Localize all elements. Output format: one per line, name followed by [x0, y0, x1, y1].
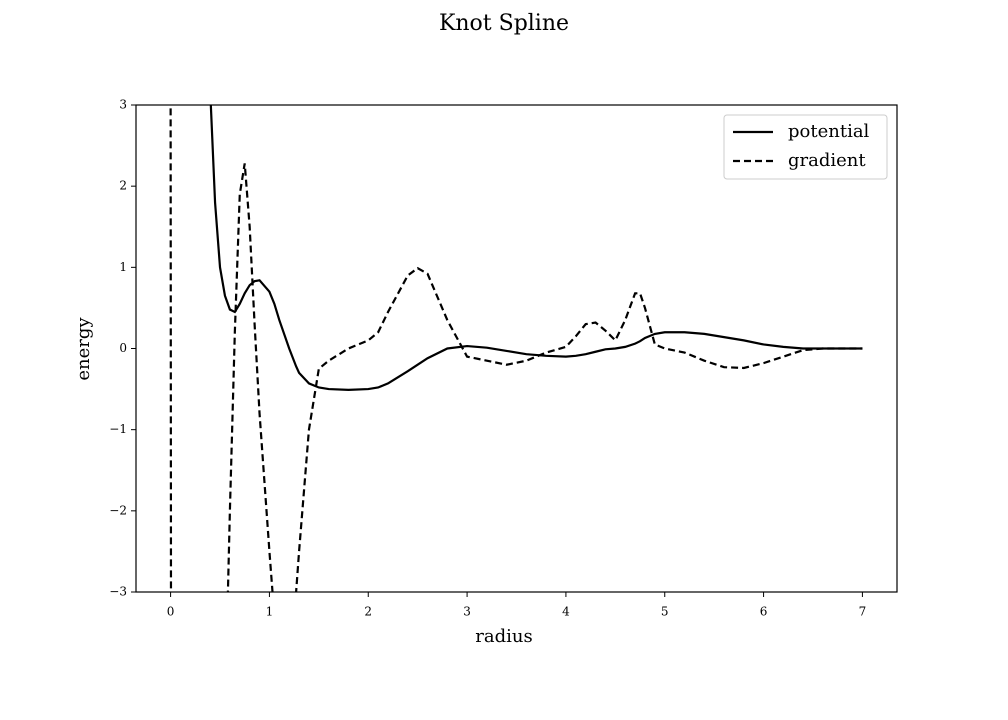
x-tick-label: 1 — [266, 605, 274, 619]
y-tick-label: 0 — [119, 341, 127, 355]
x-tick-label: 2 — [364, 605, 372, 619]
chart-title: Knot Spline — [439, 11, 569, 36]
x-tick-label: 4 — [562, 605, 570, 619]
plot-area — [169, 105, 863, 592]
y-tick-label: 1 — [119, 260, 127, 274]
x-tick-label: 5 — [661, 605, 669, 619]
y-axis-label: energy — [73, 317, 94, 381]
x-tick-label: 7 — [859, 605, 867, 619]
y-tick-label: −2 — [109, 503, 127, 517]
y-tick-label: 3 — [119, 98, 127, 112]
series-line — [169, 105, 863, 592]
x-axis-label: radius — [475, 626, 532, 647]
legend-label: potential — [788, 121, 870, 142]
y-tick-label: 2 — [119, 179, 127, 193]
y-tick-label: −1 — [109, 422, 127, 436]
x-tick-label: 3 — [463, 605, 471, 619]
x-tick-label: 0 — [167, 605, 175, 619]
y-tick-label: −3 — [109, 585, 127, 599]
x-tick-label: 6 — [760, 605, 768, 619]
series-line — [209, 105, 863, 391]
legend-label: gradient — [788, 150, 866, 171]
